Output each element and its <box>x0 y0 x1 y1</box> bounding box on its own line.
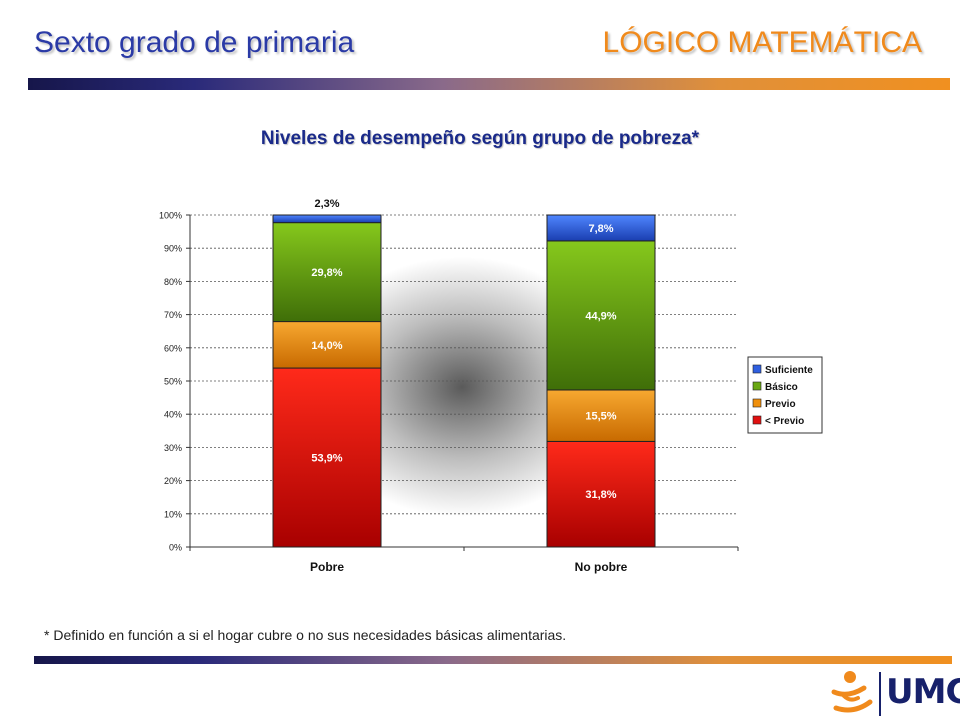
y-tick-label: 90% <box>164 244 182 254</box>
y-tick-label: 30% <box>164 443 182 453</box>
legend-label: Suficiente <box>765 365 813 376</box>
category-label: Pobre <box>310 560 344 574</box>
legend-swatch <box>752 415 762 425</box>
bar-segment <box>272 367 382 548</box>
logo-separator <box>879 672 881 716</box>
footer-gradient-bar <box>34 656 952 664</box>
header-gradient-bar <box>28 78 950 90</box>
data-label: 15,5% <box>585 411 616 423</box>
y-tick-label: 40% <box>164 410 182 420</box>
y-tick-label: 0% <box>169 543 182 553</box>
y-tick-label: 50% <box>164 377 182 387</box>
slide-title-subject: LÓGICO MATEMÁTICA <box>602 26 922 59</box>
legend-swatch <box>752 381 762 391</box>
bar-segment <box>546 214 656 242</box>
chart-container: 0% 10% 20% 30% 40% 50% 60% 70% 80% 90% 100% Pobre No… <box>132 167 828 599</box>
data-label: 7,8% <box>588 223 613 235</box>
umc-logo-text: UMC <box>886 672 960 712</box>
bar-segment <box>272 222 382 323</box>
legend-label: Básico <box>765 382 798 393</box>
bar-segment <box>272 321 382 369</box>
legend-label: Previo <box>765 399 796 410</box>
data-label: 53,9% <box>311 453 342 465</box>
data-label: 14,0% <box>311 340 342 352</box>
data-label: 29,8% <box>311 267 342 279</box>
y-tick-label: 10% <box>164 509 182 519</box>
stacked-bar-chart: 0% 10% 20% 30% 40% 50% 60% 70% 80% 90% 100% Pobre No… <box>132 167 828 599</box>
slide-title-grade: Sexto grado de primaria <box>34 26 355 59</box>
y-tick-label: 70% <box>164 310 182 320</box>
bar-segment <box>546 440 656 548</box>
y-tick-label: 60% <box>164 343 182 353</box>
y-tick-label: 80% <box>164 277 182 287</box>
bar-segment <box>546 240 656 391</box>
umc-logo-icon <box>831 671 873 713</box>
bar-segment <box>546 389 656 442</box>
legend-label: < Previo <box>765 416 804 427</box>
data-label: 2,3% <box>314 198 339 210</box>
bar-segment <box>272 214 382 224</box>
data-label: 31,8% <box>585 489 616 501</box>
chart-title: Niveles de desempeño según grupo de pobr… <box>260 128 700 149</box>
y-tick-label: 100% <box>159 211 182 221</box>
legend-swatch <box>752 364 762 374</box>
y-tick-label: 20% <box>164 476 182 486</box>
footnote: * Definido en función a si el hogar cubr… <box>44 627 567 643</box>
data-label: 44,9% <box>585 310 616 322</box>
category-label: No pobre <box>575 560 628 574</box>
legend-swatch <box>752 398 762 408</box>
